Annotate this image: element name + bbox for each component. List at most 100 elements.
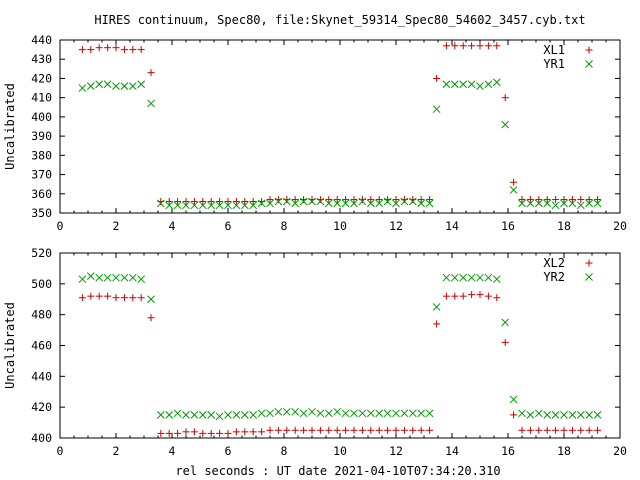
y-tick-label: 380: [31, 148, 52, 162]
plot-frame: [59, 39, 621, 214]
data-point: [560, 196, 568, 204]
data-point: [215, 201, 224, 210]
data-point: [325, 426, 333, 434]
data-point: [442, 42, 450, 50]
data-point: [95, 273, 104, 282]
data-point: [375, 426, 383, 434]
data-point: [112, 44, 120, 52]
data-point: [568, 411, 577, 419]
data-point: [518, 426, 526, 434]
data-point: [451, 292, 459, 300]
data-point: [232, 197, 240, 205]
data-point: [526, 411, 535, 419]
data-point: [190, 201, 199, 210]
data-point: [535, 426, 543, 434]
data-point: [408, 409, 417, 418]
data-point: [333, 196, 341, 204]
data-point: [232, 428, 240, 436]
data-point: [215, 412, 224, 421]
data-point: [383, 197, 392, 206]
data-point: [216, 197, 224, 205]
data-point: [468, 291, 476, 299]
data-point: [103, 273, 112, 282]
data-point: [526, 196, 534, 204]
data-point: [232, 201, 241, 210]
data-point: [585, 196, 593, 204]
data-point: [104, 292, 112, 300]
data-point: [568, 199, 577, 208]
data-point: [282, 407, 291, 416]
x-tick-label: 18: [557, 444, 571, 458]
data-point: [120, 273, 129, 282]
legend-label: YR1: [543, 57, 565, 71]
data-point: [576, 201, 585, 210]
data-point: [182, 197, 190, 205]
data-point: [552, 426, 560, 434]
data-point: [560, 426, 568, 434]
data-point: [367, 426, 375, 434]
data-point: [543, 426, 551, 434]
data-point: [476, 42, 484, 50]
series-xl1: [78, 42, 602, 205]
data-point: [324, 199, 333, 208]
data-point: [375, 196, 383, 204]
series-yr1: [78, 78, 602, 210]
y-tick-label: 360: [31, 187, 52, 201]
data-point: [400, 409, 409, 418]
data-point: [156, 199, 165, 208]
x-tick-label: 16: [501, 219, 515, 233]
x-tick-label: 10: [333, 444, 347, 458]
data-point: [543, 411, 552, 419]
series-xl2: [78, 291, 602, 437]
data-point: [182, 428, 190, 436]
data-point: [518, 196, 526, 204]
data-point: [240, 411, 249, 419]
x-tick-label: 0: [57, 219, 64, 233]
top-panel: 0 2 4 6 8 10 12 14 16 18 20 350 360 370 380 390 400 410 42…: [3, 33, 627, 233]
data-point: [433, 320, 441, 328]
data-point: [198, 411, 207, 419]
data-point: [459, 273, 468, 282]
y-tick-label: 500: [31, 277, 52, 291]
data-point: [433, 74, 441, 82]
data-point: [120, 46, 128, 54]
data-point: [476, 82, 484, 90]
x-tick-label: 16: [501, 444, 515, 458]
legend-label: XL1: [543, 43, 565, 57]
data-point: [316, 426, 324, 434]
data-point: [128, 273, 137, 282]
y-tick-label: 370: [31, 168, 52, 182]
data-point: [358, 409, 367, 418]
data-point: [518, 409, 526, 418]
data-point: [484, 42, 492, 50]
data-point: [291, 407, 300, 416]
data-point: [291, 196, 299, 204]
data-point: [182, 411, 190, 419]
data-point: [501, 94, 509, 102]
data-point: [375, 409, 384, 418]
data-point: [216, 429, 224, 437]
legend-label: YR2: [543, 270, 565, 284]
data-point: [425, 409, 434, 418]
data-point: [432, 105, 441, 114]
data-point: [112, 294, 120, 302]
data-point: [568, 196, 576, 204]
data-point: [501, 120, 510, 129]
data-point: [367, 196, 375, 204]
data-point: [333, 426, 341, 434]
data-point: [258, 428, 266, 436]
data-point: [190, 197, 198, 205]
data-point: [442, 292, 450, 300]
data-point: [299, 409, 308, 418]
data-point: [316, 197, 325, 206]
data-point: [484, 80, 493, 89]
data-point: [112, 82, 120, 90]
data-point: [95, 80, 104, 89]
data-point: [78, 84, 87, 92]
data-point: [190, 411, 199, 419]
data-point: [266, 409, 274, 418]
y-tick-label: 440: [31, 33, 52, 47]
data-point: [165, 201, 174, 210]
data-point: [535, 196, 543, 204]
data-point: [375, 199, 384, 208]
